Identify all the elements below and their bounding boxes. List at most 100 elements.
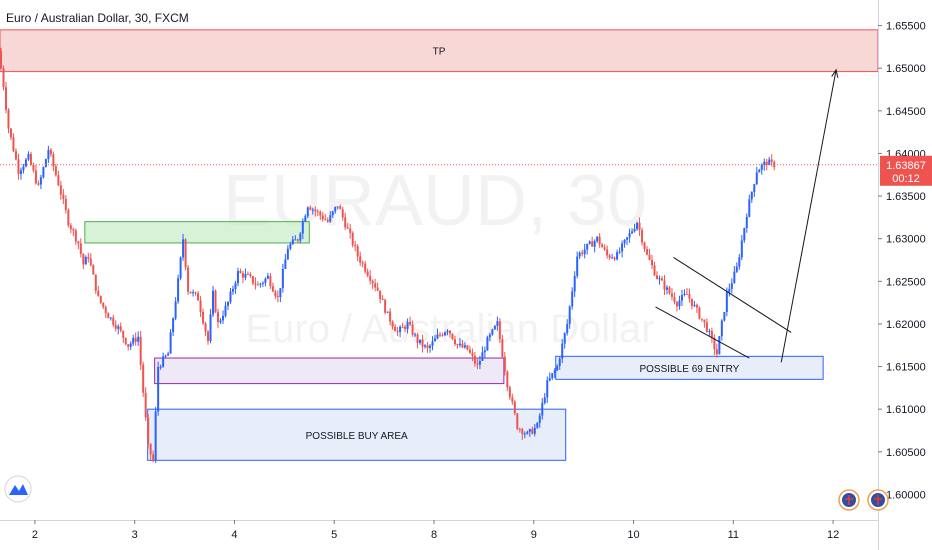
candle-body bbox=[304, 216, 307, 222]
candle-body bbox=[346, 227, 349, 229]
candle-body bbox=[294, 239, 297, 241]
eu-flag-icon bbox=[838, 489, 860, 511]
candle-body bbox=[471, 352, 474, 356]
candle-body bbox=[531, 428, 534, 434]
candle-body bbox=[578, 252, 581, 257]
candle-body bbox=[137, 336, 140, 342]
candle-body bbox=[473, 355, 476, 364]
candle-body bbox=[443, 332, 446, 336]
candle-body bbox=[7, 109, 10, 129]
candle-body bbox=[359, 256, 362, 263]
candle-body bbox=[217, 312, 220, 323]
candle-body bbox=[0, 51, 2, 69]
candle-body bbox=[424, 345, 427, 347]
candle-body bbox=[763, 161, 766, 165]
candle-body bbox=[152, 454, 155, 460]
candle-body bbox=[591, 241, 594, 247]
candle-body bbox=[468, 349, 471, 353]
candle-body bbox=[177, 278, 180, 302]
candle-body bbox=[47, 149, 50, 160]
candle-body bbox=[568, 306, 571, 324]
candle-body bbox=[311, 209, 314, 211]
y-tick-label: 1.62000 bbox=[886, 319, 926, 331]
au-flag-icon bbox=[867, 489, 889, 511]
candle-body bbox=[448, 330, 451, 334]
candle-body bbox=[683, 293, 686, 296]
candle-body bbox=[77, 241, 80, 244]
candle-body bbox=[246, 274, 249, 276]
candle-body bbox=[351, 232, 354, 246]
candle-body bbox=[64, 198, 67, 211]
candle-body bbox=[326, 219, 329, 222]
candle-body bbox=[399, 326, 402, 332]
candle-body bbox=[214, 290, 217, 313]
candle-body bbox=[511, 397, 514, 402]
candle-body bbox=[271, 286, 274, 292]
candle-body bbox=[414, 334, 417, 336]
candle-body bbox=[750, 192, 753, 200]
candle-body bbox=[638, 222, 641, 231]
candle-body bbox=[184, 239, 187, 268]
candle-body bbox=[281, 268, 284, 289]
candle-body bbox=[349, 228, 352, 233]
candle-body bbox=[643, 242, 646, 250]
candle-body bbox=[421, 339, 424, 347]
candle-body bbox=[491, 329, 494, 335]
candle-body bbox=[698, 307, 701, 319]
candle-body bbox=[740, 240, 743, 258]
candle-body bbox=[658, 278, 661, 280]
candle-body bbox=[276, 296, 279, 298]
candle-body bbox=[461, 343, 464, 348]
candle-body bbox=[174, 301, 177, 319]
candle-body bbox=[656, 275, 659, 279]
candle-body bbox=[526, 431, 529, 434]
zone-rect bbox=[0, 29, 879, 73]
candle-layer bbox=[0, 47, 776, 463]
candle-body bbox=[17, 159, 20, 174]
candle-body bbox=[521, 429, 524, 435]
y-tick-label: 1.63500 bbox=[886, 191, 926, 203]
candle-body bbox=[458, 343, 461, 346]
candle-body bbox=[483, 350, 486, 353]
candle-body bbox=[87, 256, 90, 259]
candle-body bbox=[314, 209, 317, 212]
candle-body bbox=[755, 172, 758, 185]
zone-rect bbox=[154, 357, 505, 385]
candle-body bbox=[24, 159, 27, 167]
candle-body bbox=[663, 280, 666, 290]
candle-body bbox=[571, 291, 574, 307]
candle-body bbox=[406, 321, 409, 329]
candle-body bbox=[598, 236, 601, 245]
price-axis-panel bbox=[878, 0, 932, 550]
x-tick-label: 5 bbox=[331, 529, 337, 541]
candle-body bbox=[169, 332, 172, 354]
candle-body bbox=[114, 324, 117, 329]
candle-body bbox=[735, 266, 738, 272]
candle-body bbox=[451, 333, 454, 340]
candle-body bbox=[618, 251, 621, 253]
candle-body bbox=[606, 249, 609, 256]
candle-body bbox=[4, 87, 7, 110]
candle-body bbox=[207, 331, 210, 342]
candle-body bbox=[725, 292, 728, 313]
candle-body bbox=[673, 296, 676, 303]
candle-body bbox=[738, 257, 741, 267]
candle-body bbox=[426, 345, 429, 348]
candle-body bbox=[576, 256, 579, 276]
candle-body bbox=[693, 304, 696, 306]
drawing-layer bbox=[0, 68, 878, 363]
candle-body bbox=[628, 233, 631, 238]
candle-body bbox=[409, 321, 412, 325]
candle-body bbox=[132, 337, 135, 344]
candle-body bbox=[708, 330, 711, 332]
candle-body bbox=[212, 290, 215, 315]
candle-body bbox=[249, 274, 252, 277]
candle-body bbox=[102, 302, 105, 307]
candle-body bbox=[167, 353, 170, 356]
candle-body bbox=[518, 429, 521, 431]
candle-body bbox=[226, 301, 229, 306]
candle-body bbox=[27, 153, 30, 160]
candle-body bbox=[506, 371, 509, 388]
tradingview-logo[interactable] bbox=[4, 475, 32, 503]
